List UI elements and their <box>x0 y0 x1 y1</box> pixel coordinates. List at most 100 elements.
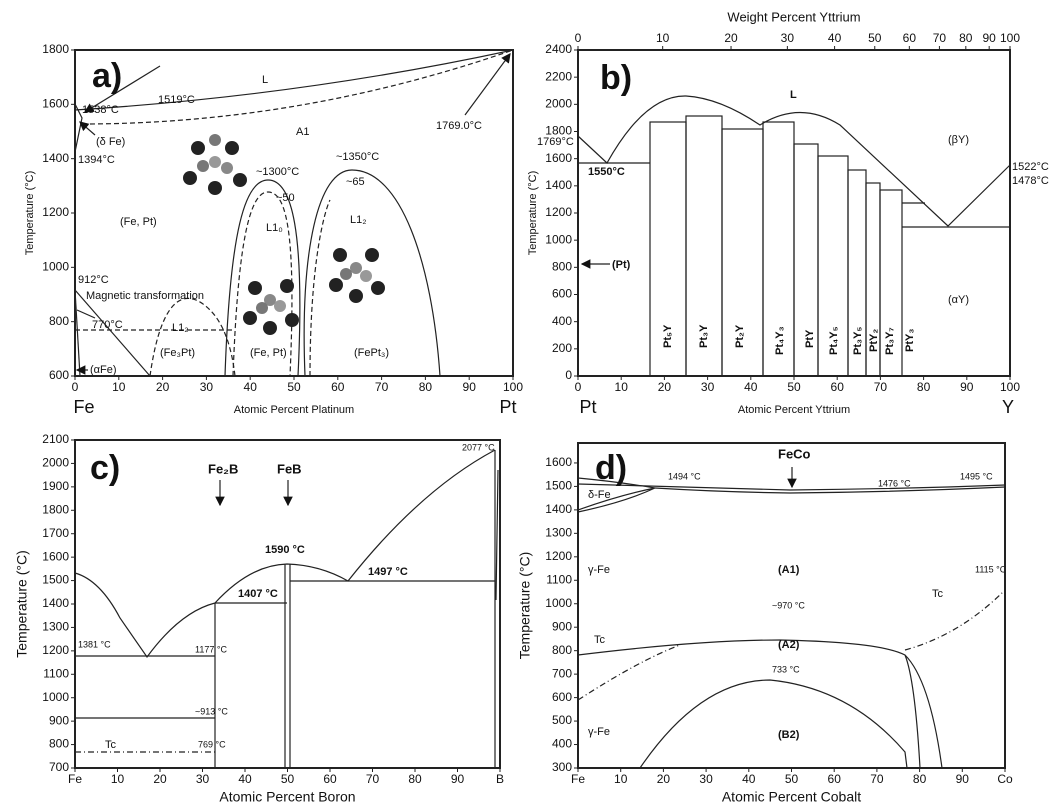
annotation: ~65 <box>346 176 365 188</box>
y-tick-label: 1800 <box>42 502 69 516</box>
top-x-axis-title: Weight Percent Yttrium <box>727 9 860 24</box>
x-tick-label: 70 <box>874 380 888 394</box>
x-tick-label: 60 <box>331 380 345 394</box>
x-tick-label: 100 <box>1000 380 1020 394</box>
annotation: 1538°C <box>82 104 119 116</box>
y-tick-label: 0 <box>565 368 572 382</box>
y-tick-label: 900 <box>49 713 69 727</box>
x-tick-label: 100 <box>503 380 523 394</box>
y-tick-label: 1000 <box>42 690 69 704</box>
x-tick-label: 90 <box>451 772 465 786</box>
y-tick-label: 1400 <box>42 151 69 165</box>
y-tick-label: 600 <box>552 287 572 301</box>
annotation: 1550°C <box>588 166 625 178</box>
annotation: Fe₂B <box>208 461 238 476</box>
x-axis-title: Atomic Percent Cobalt <box>722 789 861 805</box>
annotation: 1769°C <box>537 136 574 148</box>
panel-label: a) <box>92 57 122 95</box>
y-tick-label: 200 <box>552 341 572 355</box>
y-tick-label: 1700 <box>42 526 69 540</box>
x-tick-label: 40 <box>238 772 252 786</box>
compound-label: PtY₂ <box>868 329 880 352</box>
compound-label: Pt₄Y₅ <box>828 326 840 355</box>
x-tick-label: 80 <box>917 380 931 394</box>
panel-label: c) <box>90 449 120 487</box>
y-tick-label: 1400 <box>545 502 572 516</box>
y-tick-label: 1000 <box>545 232 572 246</box>
annotation: ~970 °C <box>772 600 805 610</box>
y-tick-label: 1200 <box>42 205 69 219</box>
y-tick-label: 1400 <box>42 596 69 610</box>
y-tick-label: 1800 <box>545 124 572 138</box>
x-tick-label: 20 <box>153 772 167 786</box>
y-tick-label: 1000 <box>42 260 69 274</box>
y-tick-label: 1100 <box>546 572 572 586</box>
plot-frame <box>74 49 514 377</box>
annotation: 1497 °C <box>368 566 408 578</box>
x-tick-label: 0 <box>575 380 582 394</box>
y-tick-label: 1200 <box>545 205 572 219</box>
annotation: 2077 °C <box>462 442 495 452</box>
x-tick-label: 70 <box>366 772 380 786</box>
x-tick-label: 10 <box>615 380 629 394</box>
x-tick-label: 80 <box>913 772 927 786</box>
annotation: 912°C <box>78 274 109 286</box>
panel-label: b) <box>600 59 632 97</box>
top-x-tick-label: 20 <box>724 31 738 45</box>
annotation: L1₂ <box>172 322 189 334</box>
annotation: (Pt) <box>612 259 631 271</box>
annotation: γ-Fe <box>588 564 610 576</box>
x-tick-label: 50 <box>281 772 295 786</box>
annotation: 733 °C <box>772 664 800 674</box>
x-tick-label: 90 <box>956 772 970 786</box>
y-tick-label: 1600 <box>545 151 572 165</box>
x-tick-label: 90 <box>463 380 477 394</box>
annotation: ~1300°C <box>256 166 299 178</box>
y-tick-label: 800 <box>552 643 572 657</box>
top-x-tick-label: 90 <box>982 31 996 45</box>
annotation: ~50 <box>276 192 295 204</box>
y-tick-label: 900 <box>552 619 572 633</box>
annotation: 1407 °C <box>238 588 278 600</box>
annotation: Tc <box>105 739 117 751</box>
x-tick-label: 20 <box>156 380 170 394</box>
crystal-icon <box>183 134 385 335</box>
annotation: L1₂ <box>350 214 367 226</box>
annotation: 1590 °C <box>265 544 305 556</box>
x-tick-label: 60 <box>831 380 845 394</box>
y-tick-label: 1600 <box>42 97 69 111</box>
y-tick-label: 2400 <box>545 42 572 56</box>
annotation: (A2) <box>778 639 800 651</box>
annotations-b: b) L (βY) 1769°C 1550°C 1522°C 1478°C (P… <box>537 59 1049 417</box>
annotation: 1177 °C <box>195 644 227 654</box>
x-tick-label: 30 <box>196 772 210 786</box>
x-tick-label: 60 <box>828 772 842 786</box>
annotation: 1495 °C <box>960 471 993 481</box>
compound-label: Pt₂Y <box>734 324 746 348</box>
y-tick-label: 600 <box>552 690 572 704</box>
x-tick-label: 20 <box>658 380 672 394</box>
top-x-tick-label: 0 <box>575 31 582 45</box>
annotation: ~913 °C <box>195 706 228 716</box>
top-x-tick-label: 70 <box>933 31 947 45</box>
panel-label: d) <box>595 449 627 487</box>
x-tick-label: 20 <box>657 772 671 786</box>
x-axis-title: Atomic Percent Yttrium <box>738 404 850 416</box>
x-tick-label: 30 <box>699 772 713 786</box>
annotation: 1476 °C <box>878 478 911 488</box>
annotation: γ-Fe <box>588 726 610 738</box>
phase-boundaries-b <box>577 95 1011 377</box>
annotation: (βY) <box>948 134 969 146</box>
compound-label: Pt₄Y₃ <box>774 326 786 355</box>
compound-label: PtY₃ <box>904 329 916 352</box>
y-axis-title: Temperature (°C) <box>24 171 36 255</box>
x-tick-label: Fe <box>68 772 82 786</box>
y-tick-label: 1200 <box>545 549 572 563</box>
y-tick-label: 2100 <box>42 432 69 446</box>
y-tick-label: 1900 <box>42 479 69 493</box>
x-tick-label: 50 <box>787 380 801 394</box>
y-tick-label: 1500 <box>545 479 572 493</box>
end-label: Pt <box>499 397 516 417</box>
annotation: L <box>790 89 797 101</box>
